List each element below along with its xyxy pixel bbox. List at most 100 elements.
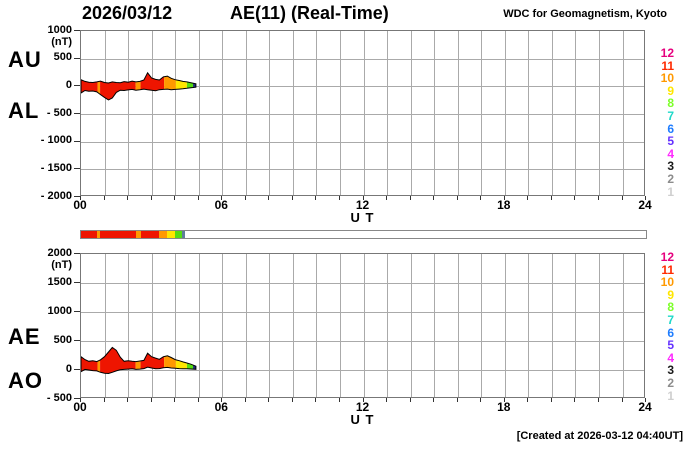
gridline-vertical: [410, 254, 412, 397]
x-axis-label: U T: [350, 412, 375, 427]
x-tick-label: 24: [638, 400, 652, 414]
x-tick-mark: [291, 398, 293, 402]
y-tick-label: 0: [65, 78, 72, 91]
y-tick-label: 0: [65, 362, 72, 375]
x-tick-mark: [362, 398, 364, 402]
gridline-vertical: [598, 31, 600, 195]
availability-bar-segment: [81, 231, 98, 238]
gridline-vertical: [340, 254, 341, 397]
page-title: AE(11) (Real-Time): [230, 3, 389, 23]
gridline-vertical: [245, 31, 247, 195]
x-tick-mark: [150, 398, 152, 402]
x-tick-label: 06: [214, 198, 228, 212]
x-tick-mark: [221, 398, 223, 402]
gridline-horizontal: [81, 141, 644, 143]
x-tick-mark: [433, 196, 435, 200]
x-tick-label: 12: [355, 198, 370, 212]
availability-bar-segment: [174, 231, 182, 238]
side-label-au: AU: [8, 47, 42, 72]
gridline-horizontal: [81, 341, 644, 342]
y-tick-label: - 500: [46, 106, 72, 119]
station-number-9: 9: [667, 287, 674, 302]
y-tick-label: 2000: [47, 246, 72, 259]
x-tick-mark: [480, 196, 482, 200]
x-tick-mark: [291, 196, 293, 200]
x-tick-mark: [339, 196, 340, 200]
y-axis-unit-label: (nT): [51, 36, 72, 48]
station-number-column: 12 11 10 9 8 7 6 5 4 3 2 1: [648, 47, 674, 198]
gridline-vertical: [269, 254, 271, 397]
x-tick-label: 00: [73, 198, 87, 212]
station-number-1: 1: [667, 388, 674, 403]
x-tick-label: 12: [355, 400, 370, 414]
gridline-vertical: [292, 31, 294, 195]
gridline-vertical: [175, 254, 177, 397]
y-tick-mark: [74, 196, 80, 197]
gridline-vertical: [410, 31, 412, 195]
x-tick-mark: [150, 196, 152, 200]
station-number-9: 9: [667, 83, 674, 98]
x-tick-mark: [362, 196, 364, 200]
gridline-vertical: [387, 254, 388, 397]
y-tick-mark: [74, 340, 80, 341]
station-number-6: 6: [667, 325, 674, 340]
station-availability-bar: [80, 230, 647, 239]
y-tick-mark: [74, 282, 80, 283]
station-number-3: 3: [667, 363, 674, 378]
availability-bar-segment: [97, 231, 101, 238]
y-tick-label: - 500: [46, 391, 72, 404]
station-number-8: 8: [667, 300, 674, 315]
x-tick-mark: [456, 196, 458, 200]
availability-bar-segment: [181, 231, 185, 238]
gridline-vertical: [481, 31, 483, 195]
gridline-vertical: [128, 254, 130, 397]
x-tick-mark: [127, 196, 129, 200]
availability-bar-segment: [135, 231, 141, 238]
y-tick-mark: [74, 168, 80, 170]
gridline-vertical: [198, 31, 200, 195]
station-number-4: 4: [667, 350, 674, 365]
gridline-vertical: [575, 31, 577, 195]
x-tick-mark: [103, 196, 105, 200]
y-tick-mark: [74, 85, 80, 87]
x-tick-mark: [645, 398, 646, 402]
gridline-vertical: [104, 31, 106, 195]
station-number-5: 5: [667, 338, 674, 353]
gridline-vertical: [457, 31, 459, 195]
station-number-7: 7: [667, 312, 674, 327]
x-tick-mark: [221, 196, 223, 200]
plot-area-AE-AO: [80, 253, 645, 398]
availability-bar-segment: [166, 231, 175, 238]
gridline-vertical: [316, 254, 318, 397]
x-tick-mark: [268, 398, 270, 402]
station-number-7: 7: [667, 108, 674, 123]
x-tick-mark: [315, 398, 317, 402]
gridline-vertical: [387, 31, 388, 195]
gridline-vertical: [504, 31, 506, 195]
x-tick-mark: [645, 196, 646, 200]
x-tick-mark: [197, 398, 199, 402]
plot-area-AU-AL: [80, 30, 645, 196]
gridline-horizontal: [81, 370, 644, 371]
x-tick-mark: [574, 398, 576, 402]
x-tick-mark: [503, 196, 505, 200]
x-tick-mark: [527, 196, 529, 200]
gridline-vertical: [575, 254, 577, 397]
gridline-vertical: [340, 31, 341, 195]
station-number-2: 2: [667, 375, 674, 390]
gridline-vertical: [245, 254, 247, 397]
y-tick-label: - 1500: [40, 161, 72, 174]
x-tick-label: 18: [497, 400, 511, 414]
station-number-12: 12: [660, 46, 674, 60]
gridline-vertical: [104, 254, 106, 397]
gridline-vertical: [481, 254, 483, 397]
station-number-1: 1: [667, 184, 674, 199]
created-timestamp: [Created at 2026-03-12 04:40UT]: [516, 430, 683, 442]
y-tick-mark: [74, 311, 80, 312]
y-tick-label: 1500: [47, 275, 72, 288]
x-tick-label: 18: [497, 198, 511, 212]
gridline-vertical: [222, 254, 224, 397]
plot-date: 2026/03/12: [82, 3, 173, 23]
x-tick-mark: [621, 398, 623, 402]
